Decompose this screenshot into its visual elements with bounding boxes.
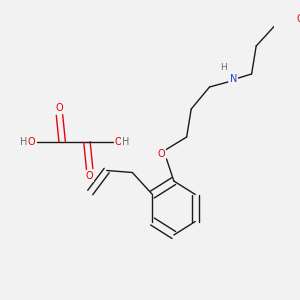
Text: O: O: [56, 103, 63, 113]
Text: H: H: [20, 137, 28, 147]
Text: H: H: [220, 64, 226, 73]
Text: O: O: [296, 14, 300, 24]
Text: H: H: [122, 137, 129, 147]
Text: O: O: [114, 137, 122, 147]
Text: O: O: [86, 171, 94, 181]
Text: O: O: [27, 137, 35, 147]
Text: O: O: [157, 149, 165, 159]
Text: N: N: [230, 74, 237, 84]
